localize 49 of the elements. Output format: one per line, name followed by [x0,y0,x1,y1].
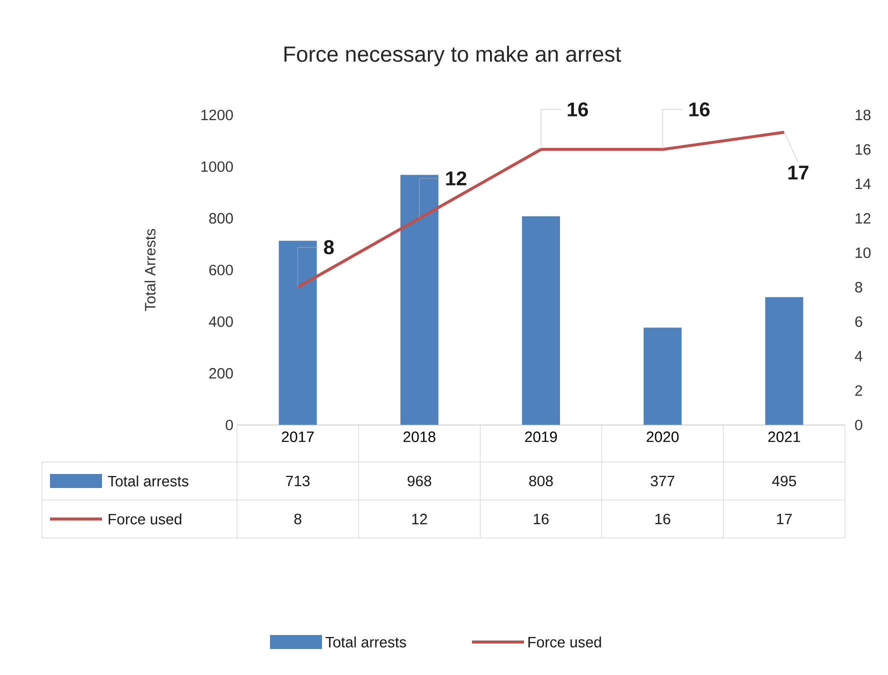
y2-tick-label: 6 [855,316,862,327]
bar [765,297,804,425]
y2-tick-label: 4 [854,350,862,362]
y-tick-label: 800 [209,213,233,224]
legend-label: Force used [108,514,182,524]
data-label: 8 [294,514,302,524]
legend-label: Total arrests [108,476,188,486]
bar [278,240,317,425]
data-label: 968 [408,476,432,486]
data-label: 713 [286,476,310,486]
y2-tick-label: 16 [856,144,870,155]
text: Total arrests [326,636,406,648]
y2-tick-label: 10 [856,247,871,258]
text: 16 [689,102,710,116]
data-label: 16 [655,514,670,524]
x-tick-label: 2017 [282,432,314,442]
text: 16 [568,102,588,116]
text: Force used [528,636,601,648]
data-label: 16 [534,514,549,524]
text: 8 [324,240,334,254]
y2-tick-label: 8 [855,282,862,292]
x-tick-label: 2021 [768,432,800,442]
text: 17 [788,166,808,180]
y-tick-label: 400 [208,316,233,327]
x-tick-label: 2019 [525,432,557,442]
bar [644,328,682,425]
chart-title: Force necessary to make an arrest [284,46,622,66]
x-tick-label: 2020 [646,432,679,442]
y-tick-label: 200 [209,368,233,379]
text: 12 [446,171,466,186]
data-label: 808 [529,476,553,486]
bar [400,174,438,425]
y-tick-label: 1200 [201,110,233,120]
y2-tick-label: 14 [856,178,871,190]
y2-tick-label: 18 [856,110,870,120]
data-label: 377 [650,476,674,486]
y-tick-label: 600 [209,264,233,276]
y2-tick-label: 12 [856,213,870,224]
y2-tick-label: 2 [855,385,862,396]
y-tick-label: 1000 [201,161,233,172]
y-tick-label: 0 [226,420,233,430]
bar [522,216,560,425]
x-tick-label: 2018 [404,432,436,442]
data-label: 17 [777,514,792,524]
y-axis-title: Total Arrests [144,229,156,312]
line-series [296,130,786,289]
data-label: 12 [412,514,427,524]
y2-tick-label: 0 [855,420,862,430]
data-label: 495 [772,476,796,486]
